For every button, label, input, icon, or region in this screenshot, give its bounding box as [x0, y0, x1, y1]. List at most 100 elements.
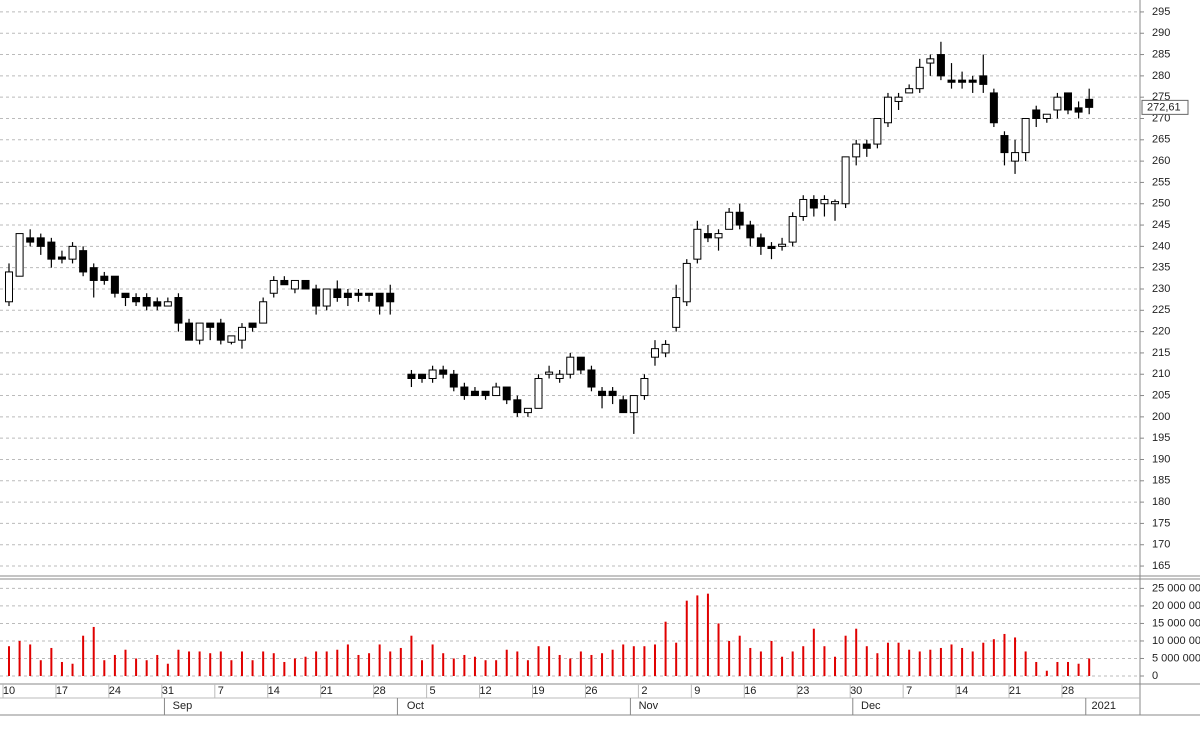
y-tick-label: 260	[1152, 155, 1170, 167]
candle-body	[735, 211, 744, 226]
volume-bar	[558, 654, 561, 676]
volume-bar	[272, 653, 275, 676]
volume-bar	[452, 658, 455, 676]
candle-body	[280, 279, 289, 286]
volume-bar	[653, 644, 656, 676]
candle-body	[672, 297, 681, 328]
y-tick-label: 285	[1152, 48, 1170, 60]
candle-body	[841, 156, 850, 205]
volume-bar	[505, 649, 508, 676]
volume-bar	[198, 651, 201, 676]
candle-body	[418, 373, 427, 380]
x-tick-label: 21	[1009, 685, 1021, 697]
candle-body	[513, 399, 522, 414]
month-label: Dec	[861, 700, 881, 712]
candle-body	[365, 292, 374, 296]
candle-body	[439, 369, 448, 375]
volume-bar	[71, 663, 74, 676]
y-tick-label: 0	[1152, 670, 1158, 682]
x-tick-label: 26	[585, 685, 597, 697]
volume-bar	[675, 642, 678, 676]
candle-body	[216, 322, 225, 341]
volume-bar	[484, 660, 487, 676]
volume-bar	[950, 644, 953, 676]
volume-bar	[219, 651, 222, 676]
x-tick-label: 5	[430, 685, 436, 697]
volume-bar	[770, 640, 773, 676]
volume-bar	[749, 647, 752, 676]
candle-body	[968, 79, 977, 83]
volume-bar	[262, 651, 265, 676]
volume-bar	[601, 653, 604, 676]
volume-bar	[346, 644, 349, 676]
x-tick-label: 23	[797, 685, 809, 697]
volume-bar	[696, 595, 699, 676]
candle-body	[894, 96, 903, 102]
y-tick-label: 265	[1152, 134, 1170, 146]
volume-bar	[823, 646, 826, 676]
candle-body	[629, 395, 638, 414]
volume-bar	[177, 649, 180, 676]
candle-body	[640, 378, 649, 397]
candle-body	[195, 322, 204, 341]
x-tick-label: 9	[694, 685, 700, 697]
candle-body	[756, 237, 765, 247]
volume-bar	[135, 658, 138, 676]
candle-body	[746, 224, 755, 239]
volume-bar	[1024, 651, 1027, 676]
volume-bar	[463, 654, 466, 676]
candle-body	[110, 275, 119, 294]
y-tick-label: 255	[1152, 176, 1170, 188]
candle-body	[460, 386, 469, 397]
candle-body	[301, 279, 310, 290]
candle-body	[470, 390, 479, 397]
candle-body	[555, 373, 564, 380]
volume-bar	[325, 651, 328, 676]
candle-body	[566, 356, 575, 375]
volume-bar	[442, 653, 445, 676]
x-tick-label: 31	[162, 685, 174, 697]
candle-body	[174, 297, 183, 324]
volume-bar	[590, 654, 593, 676]
x-tick-label: 2	[641, 685, 647, 697]
y-tick-label: 10 000 000	[1152, 635, 1200, 647]
y-tick-label: 295	[1152, 6, 1170, 18]
volume-bar	[495, 660, 498, 676]
candle-body	[703, 233, 712, 239]
volume-bar	[473, 656, 476, 676]
volume-bar	[431, 644, 434, 676]
x-tick-label: 28	[1062, 685, 1074, 697]
volume-bar	[410, 635, 413, 676]
volume-bar	[1077, 663, 1080, 676]
candle-body	[89, 267, 98, 281]
candle-body	[725, 211, 734, 230]
candle-body	[883, 96, 892, 124]
candle-body	[661, 343, 670, 354]
candle-body	[1000, 135, 1009, 154]
volume-bar	[315, 651, 318, 676]
x-tick-label: 24	[109, 685, 121, 697]
candle-body	[608, 390, 617, 397]
candle-body	[1032, 109, 1041, 119]
volume-bar	[569, 658, 572, 676]
volume-bar	[82, 635, 85, 676]
volume-bar	[166, 663, 169, 676]
candle-body	[354, 292, 363, 296]
y-tick-label: 200	[1152, 411, 1170, 423]
volume-bar	[230, 660, 233, 676]
month-label: Nov	[639, 700, 659, 712]
candle-body	[386, 292, 395, 303]
candle-body	[989, 92, 998, 124]
candle-body	[693, 228, 702, 260]
x-tick-label: 16	[744, 685, 756, 697]
x-tick-label: 21	[321, 685, 333, 697]
volume-bar	[50, 647, 53, 676]
volume-bar	[1088, 658, 1091, 676]
candle-body	[492, 386, 501, 397]
candle-body	[375, 292, 384, 307]
candle-body	[26, 237, 35, 243]
volume-bar	[293, 658, 296, 676]
volume-bar	[908, 649, 911, 676]
volume-bar	[283, 661, 286, 676]
candle-body	[502, 386, 511, 401]
